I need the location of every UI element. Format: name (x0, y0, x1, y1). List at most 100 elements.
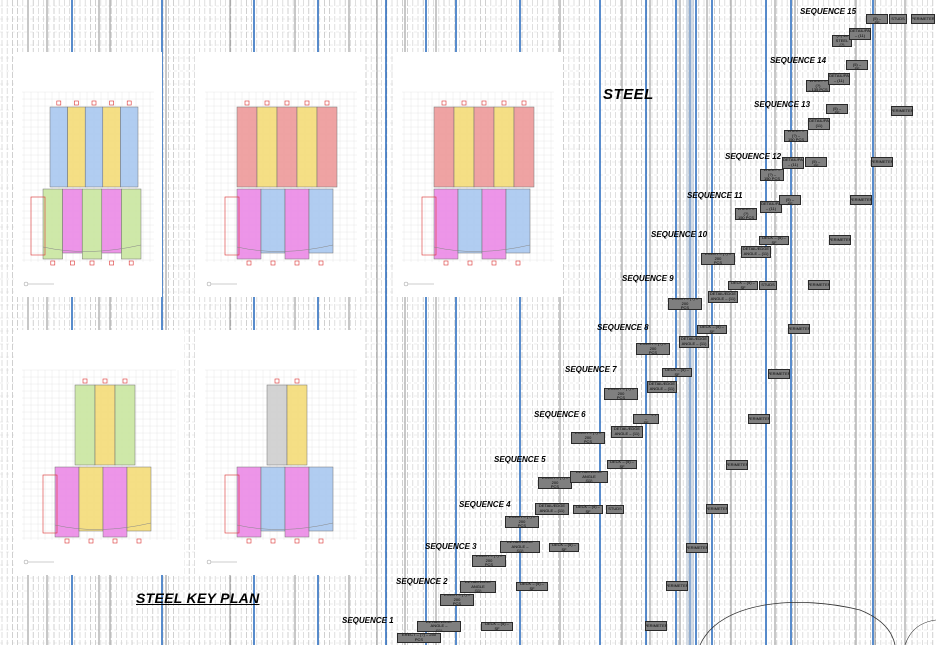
task-bar[interactable]: DECK – (5) – SF (866, 14, 888, 24)
task-bar[interactable]: PERIMETER (645, 621, 667, 631)
key-plan-zone (102, 106, 121, 188)
key-plan-zone (308, 188, 334, 254)
task-bar[interactable]: DECK – (5) – SF (516, 582, 548, 591)
key-plan-3 (394, 52, 562, 297)
key-plan-4 (14, 330, 184, 575)
key-plan-zone (236, 106, 258, 188)
task-bar[interactable]: ERECT – (?) – 200 PCS (604, 388, 638, 400)
key-plan-zone (84, 106, 104, 188)
task-bar[interactable]: PERIMETER (788, 324, 810, 334)
task-bar[interactable]: DECK – (5) – SF (846, 60, 868, 70)
key-plan-zone (256, 106, 278, 188)
key-plan-zone (473, 106, 495, 188)
task-bar[interactable]: DETAIL/EDGE ANGLE – (11) (679, 336, 709, 348)
sequence-label-13: SEQUENCE 13 (754, 100, 811, 109)
task-bar[interactable]: PERIMETER (891, 106, 913, 116)
task-bar[interactable]: DECK – (5) – SF (805, 157, 827, 167)
key-plan-zone (481, 188, 507, 260)
task-bar[interactable]: ERECT – (?) – 135 PCS (806, 80, 830, 92)
task-bar[interactable]: PERIMETER (666, 581, 688, 591)
key-plan-zone (114, 384, 136, 466)
task-bar[interactable]: ERECT – (?) – 200 PCS (472, 555, 506, 567)
task-bar[interactable]: DETAIL/EDGE ANGLE – (11) (708, 291, 738, 303)
task-bar[interactable]: DETAIL/PA – (11) (849, 28, 871, 40)
task-bar[interactable]: DECK – (5) – SF (481, 622, 513, 631)
key-plan-zone (236, 466, 262, 538)
sequence-label-6: SEQUENCE 6 (534, 410, 586, 419)
task-bar[interactable]: DETAIL/EDGE ANGLE – (11) (611, 426, 643, 438)
steel-key-plan-title: STEEL KEY PLAN (136, 590, 260, 606)
task-bar[interactable]: ERECT – (?) – 200 PCS (636, 343, 670, 355)
key-plan-5 (197, 330, 365, 575)
task-bar[interactable]: PERIMETER (748, 414, 770, 424)
task-bar[interactable]: DECK – (5) – SF (697, 325, 727, 334)
task-bar[interactable]: DECK – (5) – SF (779, 195, 801, 205)
key-plan-zone (433, 188, 459, 260)
task-bar[interactable]: DETAIL/EDGE ANGLE – (11) (500, 541, 540, 553)
task-bar[interactable]: PERIMETER (686, 543, 708, 553)
task-bar[interactable]: DETAIL/EDGE ANGLE – (11) (647, 381, 677, 393)
task-bar[interactable]: STUDS (759, 281, 777, 290)
task-bar[interactable]: DECK – (5) – SF (759, 236, 789, 245)
task-bar[interactable]: STUDS (889, 14, 907, 24)
sequence-label-14: SEQUENCE 14 (770, 56, 827, 65)
key-plan-zone (260, 466, 286, 532)
key-plan-2 (197, 52, 365, 297)
task-bar[interactable]: DECK – (5) – SF (728, 281, 758, 290)
task-bar[interactable]: PERIMETER (850, 195, 872, 205)
key-plan-zone (296, 106, 318, 188)
key-plan-zone (266, 384, 288, 466)
task-bar[interactable]: PERIMETER (808, 280, 830, 290)
task-bar[interactable]: PERIMETER (726, 460, 748, 470)
task-bar[interactable]: DETAIL/EDGE ANGLE – (11) (535, 503, 569, 515)
key-plan-zone (260, 188, 286, 254)
task-bar[interactable]: DETAIL/EDGE ANGLE (11) (460, 581, 496, 593)
task-bar[interactable]: DETAIL/PA – (11) (782, 157, 804, 169)
sequence-label-1: SEQUENCE 1 (342, 616, 394, 625)
task-bar[interactable]: ERECT – (?) – 200 PCS (538, 477, 572, 489)
task-bar[interactable]: ERECT – (?) – 200 PCS (571, 432, 605, 444)
key-plan-zone (493, 106, 515, 188)
task-bar[interactable]: ERECT – (?) – 200 PCS (505, 516, 539, 528)
task-bar[interactable]: ERECT – (?) – 200 PCS (701, 253, 735, 265)
task-bar[interactable]: PERIMETER (911, 14, 935, 24)
task-bar[interactable]: DETAIL/EDGE ANGLE – (11) (417, 621, 461, 632)
task-bar[interactable]: ERECT – (?) – 250 PCS (397, 633, 441, 643)
key-plan-zone (67, 106, 86, 188)
key-plan-zone (42, 188, 63, 260)
task-bar[interactable]: STUDS (606, 505, 624, 514)
key-plan-zone (505, 188, 531, 254)
task-bar[interactable]: DETAIL/PA – (11) (828, 73, 850, 85)
task-bar[interactable]: (R) 15 STEEL (?) (832, 35, 852, 47)
task-bar[interactable]: DETAIL/EDGE ANGLE – (11) (741, 246, 771, 258)
task-bar[interactable]: DECK – (5) – SF (826, 104, 848, 114)
sequence-label-4: SEQUENCE 4 (459, 500, 511, 509)
key-plan-zone (286, 384, 308, 466)
sequence-label-11: SEQUENCE 11 (687, 191, 743, 200)
sequence-label-15: SEQUENCE 15 (800, 7, 857, 16)
task-bar[interactable]: PERIMETER (871, 157, 893, 167)
key-plan-zone (453, 106, 475, 188)
task-bar[interactable]: ERECT – (?) – 150 PCS (784, 130, 808, 142)
key-plan-zone (316, 106, 338, 188)
key-plan-1 (14, 52, 162, 297)
key-plan-zone (78, 466, 104, 532)
task-bar[interactable]: PERIMETER (768, 369, 790, 379)
task-bar[interactable]: ERECT – (?) – 200 PCS (440, 594, 474, 606)
task-bar[interactable]: PERIMETER (829, 235, 851, 245)
task-bar[interactable]: DECK – (5) – SF (633, 414, 659, 424)
task-bar[interactable]: DECK – (5) – SF (573, 505, 603, 514)
sequence-label-10: SEQUENCE 10 (651, 230, 708, 239)
task-bar[interactable]: PERIMETER (706, 504, 728, 514)
task-bar[interactable]: ERECT – (?) – 200 PCS (668, 298, 702, 310)
task-bar[interactable]: DETAIL/PA (11) (808, 118, 830, 130)
task-bar[interactable]: DETAIL/EDGE ANGLE (11) (570, 471, 608, 483)
task-bar[interactable]: ERECT – (?) 150 PCS (735, 208, 757, 220)
key-plan-zone (101, 188, 122, 254)
key-plan-zone (457, 188, 483, 254)
task-bar[interactable]: DECK – (5) – SF (549, 543, 579, 552)
task-bar[interactable]: ERECT – (?) – 150 PCS (760, 169, 784, 181)
task-bar[interactable]: DETAIL/PA – (11) (760, 201, 782, 213)
task-bar[interactable]: DECK – (5) – SF (662, 368, 692, 377)
task-bar[interactable]: DECK – (5) – SF (607, 460, 637, 469)
